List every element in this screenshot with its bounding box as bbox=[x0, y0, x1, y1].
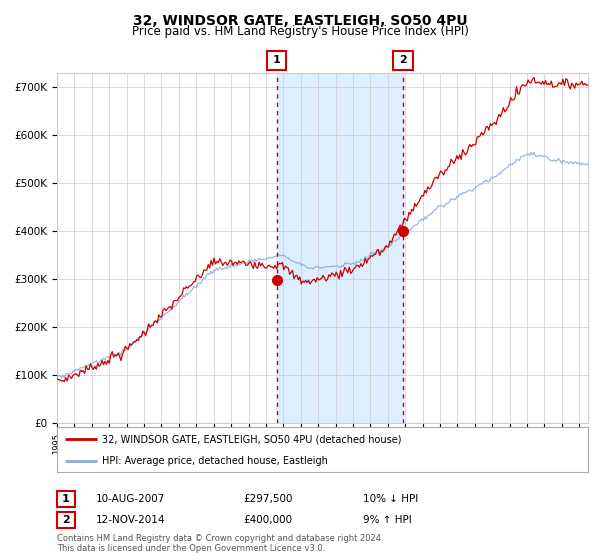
Text: 1: 1 bbox=[272, 55, 280, 66]
Text: 12-NOV-2014: 12-NOV-2014 bbox=[96, 515, 166, 525]
Text: 2: 2 bbox=[62, 515, 70, 525]
Text: Price paid vs. HM Land Registry's House Price Index (HPI): Price paid vs. HM Land Registry's House … bbox=[131, 25, 469, 38]
Text: 10-AUG-2007: 10-AUG-2007 bbox=[96, 494, 166, 504]
Text: 32, WINDSOR GATE, EASTLEIGH, SO50 4PU: 32, WINDSOR GATE, EASTLEIGH, SO50 4PU bbox=[133, 14, 467, 28]
Text: 9% ↑ HPI: 9% ↑ HPI bbox=[363, 515, 412, 525]
Text: £400,000: £400,000 bbox=[243, 515, 292, 525]
Text: 32, WINDSOR GATE, EASTLEIGH, SO50 4PU (detached house): 32, WINDSOR GATE, EASTLEIGH, SO50 4PU (d… bbox=[102, 435, 401, 445]
Text: 10% ↓ HPI: 10% ↓ HPI bbox=[363, 494, 418, 504]
Text: £297,500: £297,500 bbox=[243, 494, 293, 504]
Text: 1: 1 bbox=[62, 494, 70, 504]
Bar bbox=[277, 73, 403, 423]
Text: 2: 2 bbox=[399, 55, 407, 66]
Text: HPI: Average price, detached house, Eastleigh: HPI: Average price, detached house, East… bbox=[102, 456, 328, 466]
Text: Contains HM Land Registry data © Crown copyright and database right 2024.
This d: Contains HM Land Registry data © Crown c… bbox=[57, 534, 383, 553]
